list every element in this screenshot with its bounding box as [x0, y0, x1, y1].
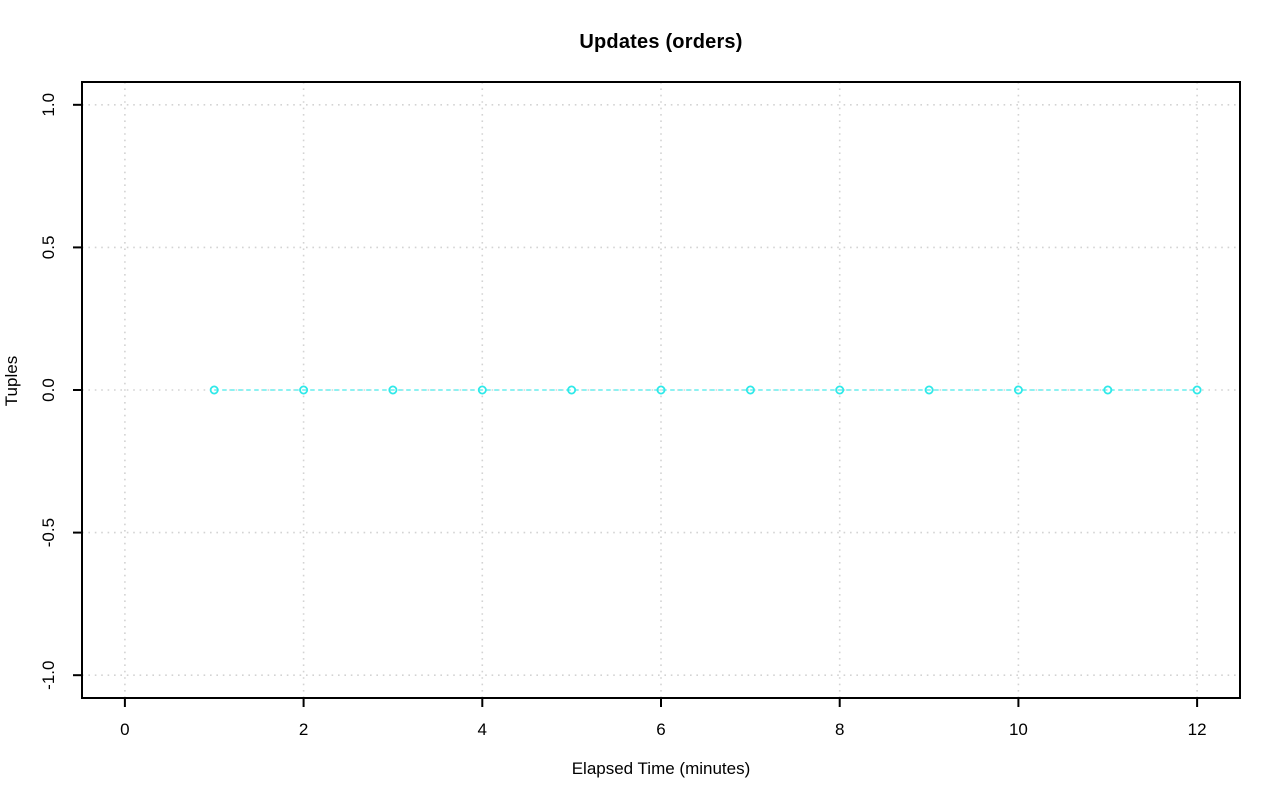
data-point-marker — [1013, 385, 1023, 395]
y-axis: 1.0 0.5 0.0 -0.5 -1.0 — [39, 93, 82, 690]
x-tick-label: 8 — [835, 720, 844, 739]
data-point-marker — [656, 385, 666, 395]
data-point-marker — [209, 385, 219, 395]
chart-title: Updates (orders) — [579, 31, 743, 53]
data-point-marker — [1192, 385, 1202, 395]
data-point-marker — [745, 385, 755, 395]
data-point-marker — [567, 385, 577, 395]
y-tick-label: 0.0 — [39, 378, 58, 402]
data-point-marker — [1103, 385, 1113, 395]
y-tick-label: -0.5 — [39, 518, 58, 547]
x-axis: 0 2 4 6 8 10 12 — [120, 698, 1207, 739]
data-point-marker — [299, 385, 309, 395]
y-tick-label: -1.0 — [39, 661, 58, 690]
data-series — [209, 385, 1202, 395]
data-point-marker — [924, 385, 934, 395]
y-tick-label: 0.5 — [39, 236, 58, 260]
x-axis-label: Elapsed Time (minutes) — [571, 759, 751, 778]
x-tick-label: 6 — [656, 720, 665, 739]
grid-lines — [82, 82, 1240, 698]
x-tick-label: 4 — [478, 720, 487, 739]
data-point-marker — [477, 385, 487, 395]
y-tick-label: 1.0 — [39, 93, 58, 117]
x-tick-label: 10 — [1009, 720, 1028, 739]
x-tick-label: 12 — [1188, 720, 1207, 739]
x-tick-label: 2 — [299, 720, 308, 739]
x-tick-label: 0 — [120, 720, 129, 739]
data-point-marker — [388, 385, 398, 395]
y-axis-label: Tuples — [2, 355, 21, 407]
data-point-marker — [835, 385, 845, 395]
